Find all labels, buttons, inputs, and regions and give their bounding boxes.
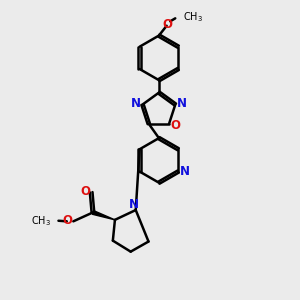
Text: N: N	[131, 97, 141, 110]
Text: O: O	[81, 185, 91, 198]
Text: CH$_3$: CH$_3$	[183, 10, 203, 24]
Text: N: N	[180, 165, 190, 178]
Text: O: O	[62, 214, 72, 227]
Text: N: N	[177, 97, 187, 110]
Text: O: O	[171, 119, 181, 132]
Polygon shape	[92, 211, 115, 220]
Text: N: N	[129, 198, 139, 211]
Text: O: O	[162, 18, 172, 31]
Text: CH$_3$: CH$_3$	[31, 214, 51, 228]
